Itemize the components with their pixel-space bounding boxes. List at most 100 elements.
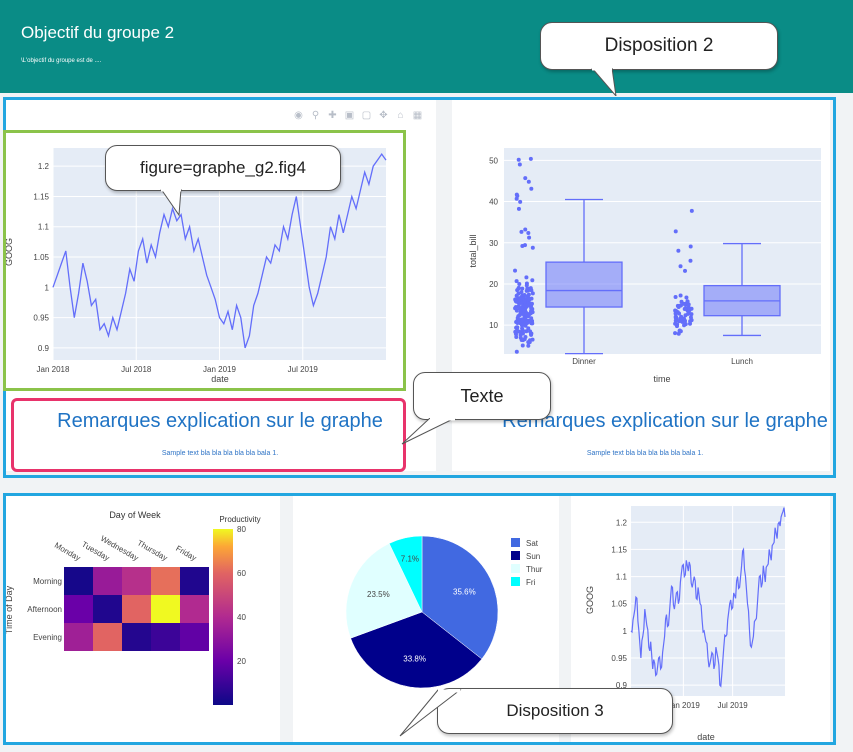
y-axis-title: total_bill [468,234,478,267]
y-tick-label: Morning [33,577,62,586]
autoscale-icon[interactable]: ✥ [379,110,388,121]
disposition-3-frame [3,493,836,745]
colorbar-tick: 40 [237,613,246,622]
legend-label[interactable]: Sat [526,539,539,548]
y-tick-label: 1.15 [611,545,627,554]
data-point [521,312,526,317]
data-point [673,315,678,320]
x-tick-label: Jan 2019 [667,701,700,710]
pie-percent-label: 23.5% [367,590,390,599]
data-point [526,326,531,331]
data-point [526,343,531,348]
colorbar-tick: 20 [237,657,246,666]
pie-percent-label: 33.8% [403,655,426,664]
data-point [517,282,522,287]
data-point [686,308,691,313]
pie-percent-label: 7.1% [401,555,419,564]
data-point [520,318,525,323]
x-tick-label: Jul 2019 [288,365,319,374]
y-tick-label: 1.05 [33,253,49,262]
data-point [523,334,528,339]
heatmap-cell[interactable] [180,595,209,623]
remark-text-1: Sample text bla bla bla bla bla bala 1. [161,450,279,457]
x-tick-lunch: Lunch [731,357,753,366]
heatmap-cell[interactable] [122,595,151,623]
data-point [519,329,524,334]
legend-swatch[interactable] [511,551,520,560]
pie-slice-sat[interactable] [421,535,499,660]
data-point [673,295,678,300]
legend-swatch[interactable] [511,577,520,586]
data-point [524,283,529,288]
heatmap-cell[interactable] [180,567,209,595]
pan-icon[interactable]: ✚ [328,110,337,121]
colorbar-tick: 80 [237,525,246,534]
data-point [513,268,518,273]
data-point [526,231,531,236]
data-point [688,319,693,324]
data-point [514,349,519,354]
zoom-out-icon[interactable]: ▢ [361,110,372,121]
figure-frame [3,130,406,391]
camera-icon[interactable]: ◉ [294,110,303,121]
pie-slice-thur[interactable] [345,543,423,639]
y-axis-title: GOOG [4,238,14,266]
callout-pointer [401,418,456,445]
spike-icon[interactable]: ▦ [412,110,423,121]
data-point [526,288,531,293]
zoom-icon[interactable]: ⚲ [311,110,320,121]
data-point [518,332,523,337]
data-point [683,268,688,273]
tips-pie-chart[interactable]: 35.6% 33.8% 23.5% 7.1% Sat Sun Thur Fri [293,500,559,730]
heatmap-cell[interactable] [64,623,93,651]
data-point [688,315,693,320]
y-tick-label: 40 [489,198,498,207]
y-axis-title: GOOG [585,586,595,614]
heatmap-cell[interactable] [180,623,209,651]
heatmap-cell[interactable] [64,567,93,595]
plot-area [631,506,785,696]
legend-label[interactable]: Fri [526,578,536,587]
pie-slice-sun[interactable] [350,611,483,689]
data-point [530,291,535,296]
legend-swatch[interactable] [511,564,520,573]
data-point [527,338,532,343]
colorbar [213,529,233,705]
callout-pointer [399,689,462,737]
legend-label[interactable]: Thur [526,565,543,574]
heatmap-cell[interactable] [151,567,180,595]
heatmap-cell[interactable] [93,623,122,651]
data-point [526,179,531,184]
data-point [677,328,682,333]
zoom-in-icon[interactable]: ▣ [344,110,355,121]
data-point [513,306,518,311]
data-point [689,312,694,317]
y-tick-label: 20 [489,280,498,289]
y-tick-label: 1.1 [616,573,628,582]
heatmap-cell[interactable] [122,567,151,595]
pie-slice-fri[interactable] [388,535,423,613]
data-point [517,162,522,167]
data-point [518,199,523,204]
heatmap-cell[interactable] [64,595,93,623]
callout-texte: Texte [413,372,551,420]
legend-label[interactable]: Sun [526,552,540,561]
data-point [516,206,521,211]
tips-box-chart[interactable]: 10 20 30 40 50 Dinner Lunch time total_bill [452,130,830,390]
data-point [529,331,534,336]
home-icon[interactable]: ⌂ [397,110,404,121]
y-tick-label: 0.9 [616,681,628,690]
heatmap-cell[interactable] [151,623,180,651]
heatmap-cell[interactable] [151,595,180,623]
legend-swatch[interactable] [511,538,520,547]
data-point [519,290,524,295]
heatmap-cell[interactable] [93,567,122,595]
callout-pointer [160,189,182,217]
heatmap-cell[interactable] [122,623,151,651]
heatmap-cell[interactable] [93,595,122,623]
remark-title-1: Remarques explication sur le graphe [57,410,383,432]
box-dinner[interactable] [545,261,623,308]
productivity-heatmap[interactable]: Day of Week MondayTuesdayWednesdayThursd… [0,500,280,720]
y-tick-label: 1.15 [33,192,49,201]
